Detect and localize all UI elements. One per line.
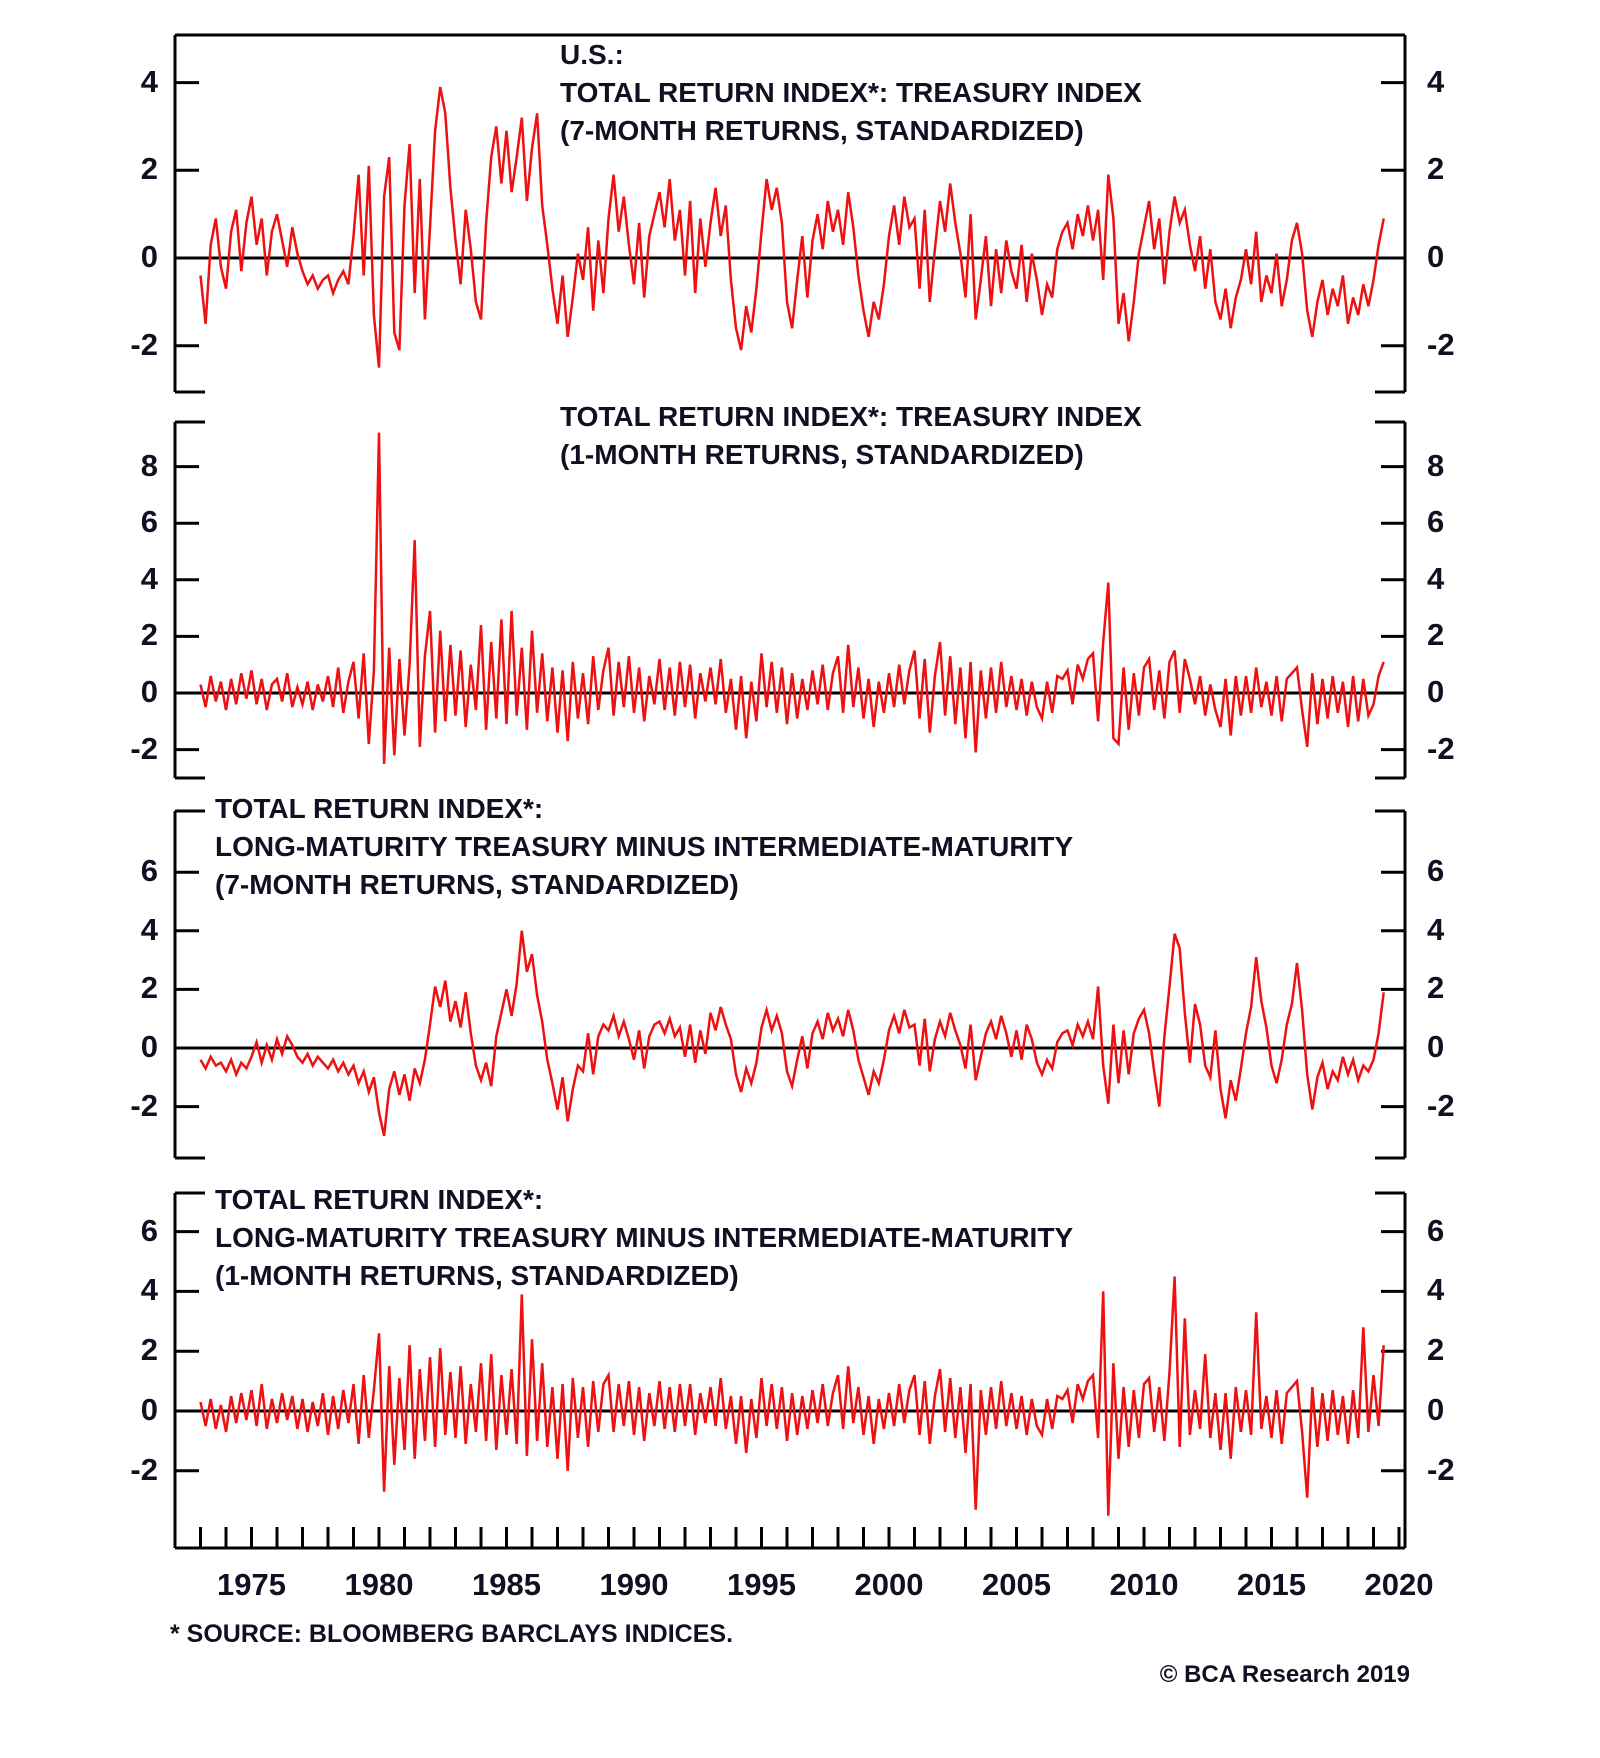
y-tick-label-left: 4 xyxy=(140,560,158,596)
x-axis-label: 1985 xyxy=(472,1567,541,1602)
y-tick-label-right: 6 xyxy=(1427,1212,1445,1248)
y-tick-label-left: 6 xyxy=(140,853,158,889)
y-tick-label-left: 0 xyxy=(140,1029,158,1064)
panel-3-title: TOTAL RETURN INDEX*: LONG-MATURITY TREAS… xyxy=(215,790,1073,904)
copyright-notice: © BCA Research 2019 xyxy=(1159,1661,1410,1688)
panel-1-title: U.S.: TOTAL RETURN INDEX*: TREASURY INDE… xyxy=(560,36,1142,150)
y-tick-label-left: -2 xyxy=(130,1451,158,1487)
y-tick-label-right: 4 xyxy=(1427,1272,1445,1308)
y-tick-label-left: 4 xyxy=(140,63,158,99)
panel-1-title-line-3: (7-MONTH RETURNS, STANDARDIZED) xyxy=(560,115,1084,146)
series-line-long-minus-intermediate-1-month xyxy=(199,1276,1385,1516)
x-axis-label: 1995 xyxy=(727,1567,796,1602)
y-tick-label-right: 0 xyxy=(1427,1029,1445,1064)
y-tick-label-left: 4 xyxy=(140,1272,158,1308)
x-axis-label: 2000 xyxy=(854,1567,924,1602)
y-tick-label-right: 6 xyxy=(1427,504,1445,540)
x-axis-label: 1975 xyxy=(217,1567,286,1602)
panel-4-title: TOTAL RETURN INDEX*: LONG-MATURITY TREAS… xyxy=(215,1181,1073,1295)
y-tick-label-right: -2 xyxy=(1427,326,1455,362)
y-tick-label-right: 2 xyxy=(1427,617,1445,653)
x-axis-label: 2010 xyxy=(1109,1567,1179,1602)
panel-2-title-line-1: TOTAL RETURN INDEX*: TREASURY INDEX xyxy=(560,401,1142,432)
y-tick-label-right: 0 xyxy=(1427,674,1445,709)
x-axis-label: 2005 xyxy=(982,1567,1051,1602)
y-tick-label-left: -2 xyxy=(130,1087,158,1123)
y-tick-label-right: 2 xyxy=(1427,1332,1445,1368)
panel-3-title-line-3: (7-MONTH RETURNS, STANDARDIZED) xyxy=(215,869,739,900)
y-tick-label-left: 4 xyxy=(140,911,158,947)
panel-4-title-line-3: (1-MONTH RETURNS, STANDARDIZED) xyxy=(215,1260,739,1291)
panel-3-title-line-1: TOTAL RETURN INDEX*: xyxy=(215,793,544,824)
y-tick-label-right: 0 xyxy=(1427,1392,1445,1427)
y-tick-label-left: -2 xyxy=(130,730,158,766)
source-footnote: * SOURCE: BLOOMBERG BARCLAYS INDICES. xyxy=(170,1620,734,1648)
y-tick-label-left: 2 xyxy=(140,151,158,187)
y-tick-label-right: 2 xyxy=(1427,970,1445,1006)
y-tick-label-right: -2 xyxy=(1427,1451,1455,1487)
y-tick-label-left: 6 xyxy=(140,1212,158,1248)
y-tick-label-left: 2 xyxy=(140,617,158,653)
panel-2-title-line-2: (1-MONTH RETURNS, STANDARDIZED) xyxy=(560,439,1084,470)
panel-4-title-line-2: LONG-MATURITY TREASURY MINUS INTERMEDIAT… xyxy=(215,1222,1074,1253)
x-axis-label: 2020 xyxy=(1364,1567,1434,1602)
x-axis-label: 1990 xyxy=(599,1567,669,1602)
y-tick-label-right: -2 xyxy=(1427,1087,1455,1123)
y-tick-label-right: 8 xyxy=(1427,447,1445,483)
panel-4-title-line-1: TOTAL RETURN INDEX*: xyxy=(215,1184,544,1215)
y-tick-label-right: 4 xyxy=(1427,63,1445,99)
y-tick-label-left: 0 xyxy=(140,239,158,274)
x-axis-label: 2015 xyxy=(1237,1567,1306,1602)
panel-2-title: TOTAL RETURN INDEX*: TREASURY INDEX (1-M… xyxy=(560,398,1142,474)
x-axis-label: 1980 xyxy=(344,1567,414,1602)
y-tick-label-left: 0 xyxy=(140,674,158,709)
y-tick-label-left: 2 xyxy=(140,1332,158,1368)
y-tick-label-right: -2 xyxy=(1427,730,1455,766)
series-line-long-minus-intermediate-7-month xyxy=(199,930,1385,1137)
y-tick-label-left: 2 xyxy=(140,970,158,1006)
y-tick-label-right: 0 xyxy=(1427,239,1445,274)
y-tick-label-right: 4 xyxy=(1427,911,1445,947)
series-line-treasury-7-month xyxy=(199,86,1385,368)
y-tick-label-left: 8 xyxy=(140,447,158,483)
panel-3-title-line-2: LONG-MATURITY TREASURY MINUS INTERMEDIAT… xyxy=(215,831,1074,862)
y-tick-label-right: 4 xyxy=(1427,560,1445,596)
series-line-treasury-1-month xyxy=(199,432,1385,764)
y-tick-label-right: 6 xyxy=(1427,853,1445,889)
y-tick-label-left: 0 xyxy=(140,1392,158,1427)
y-tick-label-left: 6 xyxy=(140,504,158,540)
y-tick-label-left: -2 xyxy=(130,326,158,362)
panel-1-title-line-1: U.S.: xyxy=(560,39,624,70)
panel-1-title-line-2: TOTAL RETURN INDEX*: TREASURY INDEX xyxy=(560,77,1142,108)
y-tick-label-right: 2 xyxy=(1427,151,1445,187)
